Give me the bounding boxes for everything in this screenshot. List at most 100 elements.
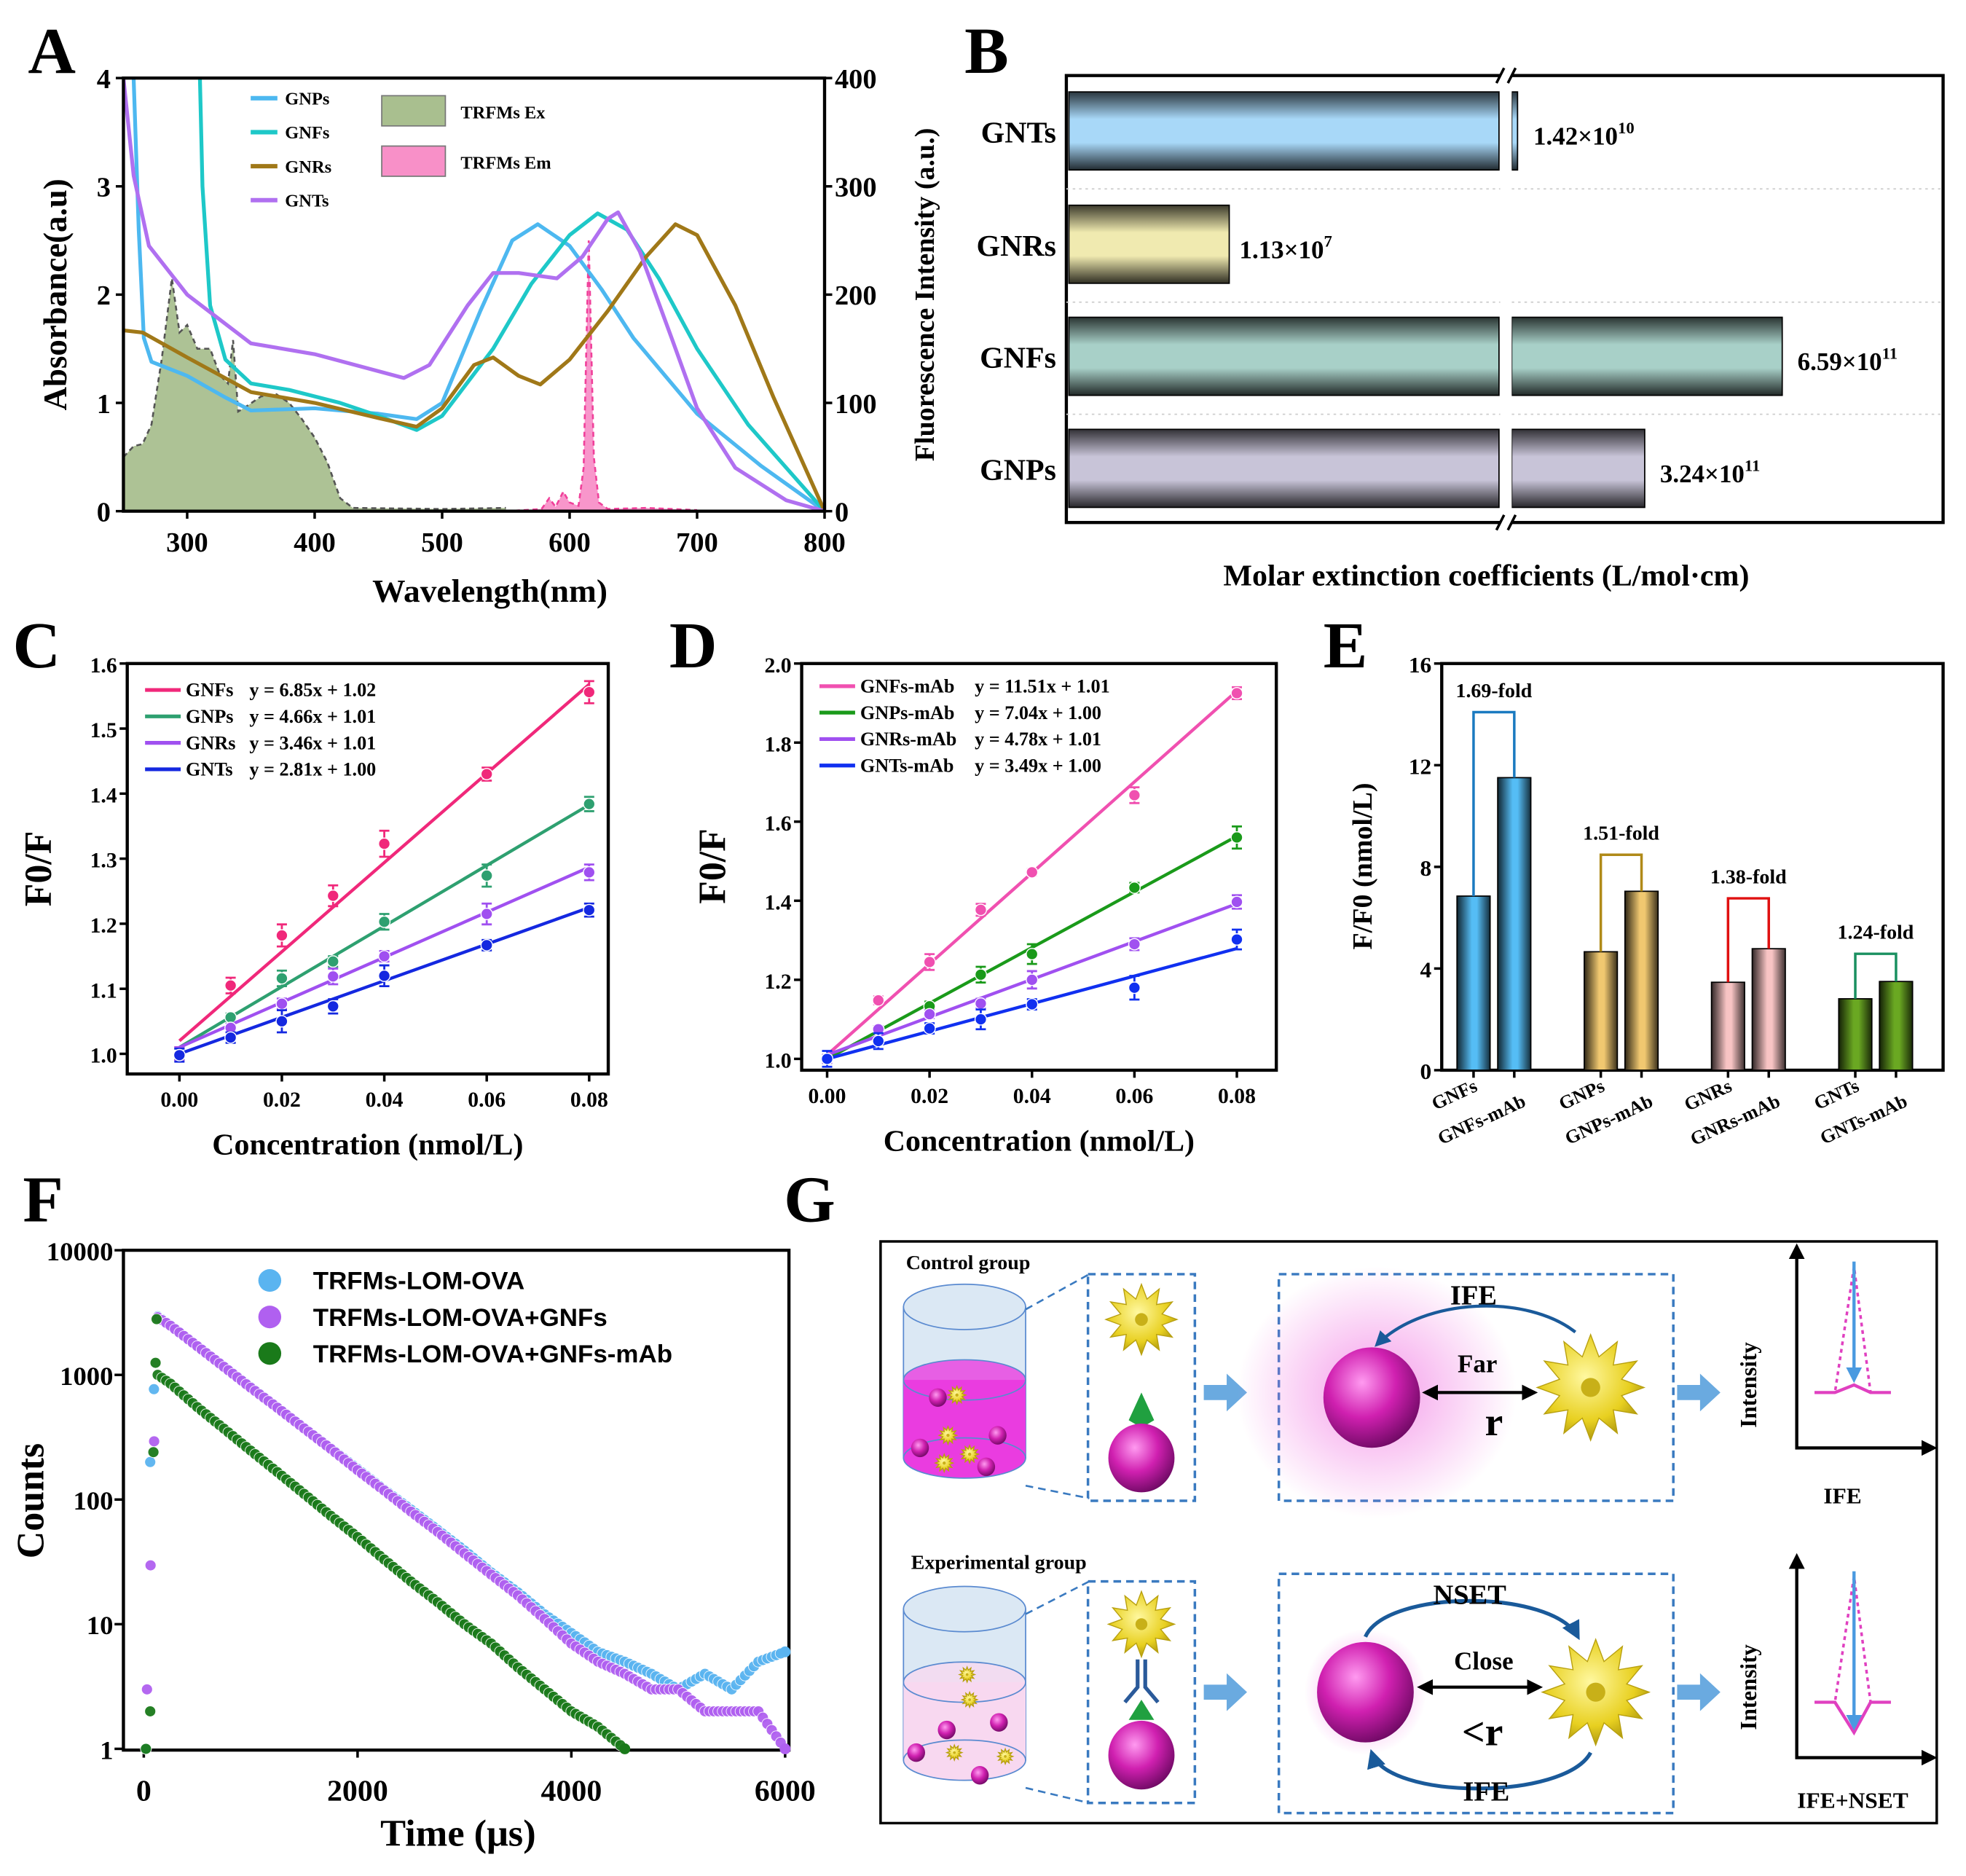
value-label: 6.59×1011 (1798, 345, 1898, 376)
x-tick-label: 0.00 (160, 1088, 198, 1112)
mini-star-core (955, 1393, 959, 1397)
legend-swatch (381, 145, 447, 177)
data-point (872, 1035, 885, 1048)
trfm-microsphere-icon (1108, 1424, 1175, 1493)
y-tick-label: 12 (1409, 754, 1431, 780)
y-tick-label: 1.8 (764, 734, 791, 757)
mini-star-core (965, 1673, 969, 1676)
y-tick-label: 8 (1420, 855, 1432, 881)
y-axis-label: Absorbance(a.u) (37, 178, 74, 410)
mini-star-core (943, 1461, 946, 1465)
y2-axis-label: Fluorescence Intensity (a.u.) (910, 128, 940, 462)
nset-arrow-icon (1364, 1598, 1580, 1641)
data-point (1230, 831, 1243, 844)
control-component-box (1086, 1273, 1197, 1502)
legend-marker (258, 1342, 282, 1365)
bar-shade (1068, 316, 1500, 396)
data-point (144, 1456, 157, 1468)
data-point (275, 972, 288, 985)
antigen-icon (1128, 1392, 1155, 1428)
outline-trfms-em (506, 240, 698, 512)
data-point (275, 997, 288, 1010)
control-far-label: Far (1458, 1350, 1497, 1378)
data-point (619, 1743, 631, 1754)
value-exponent: 10 (1618, 119, 1635, 137)
legend-label: GNRs (285, 157, 331, 177)
experimental-spectrum-graph-quenched-peak (1814, 1700, 1891, 1736)
data-point (378, 915, 391, 928)
experimental-beaker-rim (903, 1585, 1026, 1633)
legend-label: GNFs (285, 123, 329, 143)
data-point (326, 955, 339, 968)
mini-sphere (911, 1438, 929, 1458)
data-point (923, 955, 936, 968)
legend-equation: y = 2.81x + 1.00 (249, 759, 376, 780)
y-axis-label: F0/F (18, 831, 60, 907)
data-point (326, 1000, 339, 1013)
result-arrow-icon (1677, 1373, 1721, 1412)
legend-label: TRFMs-LOM-OVA+GNFs-mAb (313, 1341, 672, 1368)
mini-sphere (929, 1388, 947, 1407)
y-tick-label: 4 (97, 64, 111, 95)
break-mark (1495, 514, 1506, 531)
gold-nanoflower-icon-core (1581, 1378, 1600, 1397)
legend-equation: y = 3.49x + 1.00 (975, 755, 1101, 777)
mini-sphere (970, 1766, 989, 1785)
experimental-graph-x-label: IFE+NSET (1797, 1788, 1908, 1813)
bar-shade (1456, 895, 1491, 1071)
data-point (974, 968, 988, 981)
data-point (173, 1048, 186, 1061)
panel-label-c: C (12, 608, 60, 681)
x-tick-label: 600 (548, 527, 591, 558)
fold-label: 1.51-fold (1583, 823, 1659, 845)
x-axis-label: Concentration (nmol/L) (884, 1125, 1195, 1158)
x-tick-label: 0 (136, 1775, 152, 1808)
x-tick-label: 0.04 (1013, 1085, 1051, 1108)
mini-star-core (946, 1433, 950, 1437)
experimental-interaction-box (1277, 1572, 1675, 1815)
y-tick-label: 4 (1420, 957, 1432, 983)
bar-shade (1511, 316, 1783, 396)
trfm-microsphere-icon (1317, 1641, 1414, 1743)
legend-label: TRFMs Em (460, 154, 551, 173)
x-tick-label: 400 (294, 527, 336, 558)
plot-frame (800, 662, 1278, 1072)
data-point (923, 1008, 936, 1021)
control-graph-x-label: IFE (1823, 1483, 1861, 1509)
x-axis-label: Molar extinction coefficients (L/mol·cm) (1223, 560, 1749, 593)
experimental-nset-label: NSET (1434, 1580, 1506, 1611)
x-tick-label: 0.06 (1115, 1085, 1153, 1108)
data-point (779, 1743, 791, 1754)
data-point (480, 938, 493, 951)
category-label: GNFs (980, 342, 1056, 375)
panel-label-d: D (669, 608, 717, 681)
data-point (147, 1446, 160, 1459)
y-tick-label: 100 (73, 1486, 113, 1515)
mini-sphere (990, 1713, 1008, 1732)
line-gnps (131, 78, 825, 511)
category-label: GNPs (980, 454, 1056, 487)
line-gnfs (197, 78, 825, 511)
fold-label: 1.38-fold (1710, 866, 1787, 888)
data-point (144, 1706, 157, 1717)
y-tick-label: 1.2 (90, 914, 117, 938)
y-tick-label: 1.0 (764, 1050, 791, 1073)
y-tick-label: 1 (97, 389, 111, 420)
x-tick-label: 0.08 (1218, 1085, 1256, 1108)
x-tick-label: 6000 (755, 1775, 816, 1808)
x-tick-label: 0.02 (911, 1085, 948, 1108)
value-label: 3.24×1011 (1660, 456, 1760, 487)
data-point (1128, 981, 1141, 994)
y-tick-label: 1 (100, 1735, 113, 1765)
process-arrow-icon (1203, 1673, 1247, 1711)
bar-shade (1624, 890, 1659, 1071)
x-tick-label: GNFs (1428, 1075, 1481, 1115)
control-spectrum-graph-axes (1788, 1243, 1938, 1456)
data-point (872, 994, 885, 1007)
data-point (974, 1013, 988, 1026)
data-point (583, 866, 596, 879)
antigen-icon (1128, 1700, 1155, 1720)
area-trfms-ex (123, 278, 506, 511)
experimental-graph-y-label: Intensity (1736, 1644, 1761, 1730)
